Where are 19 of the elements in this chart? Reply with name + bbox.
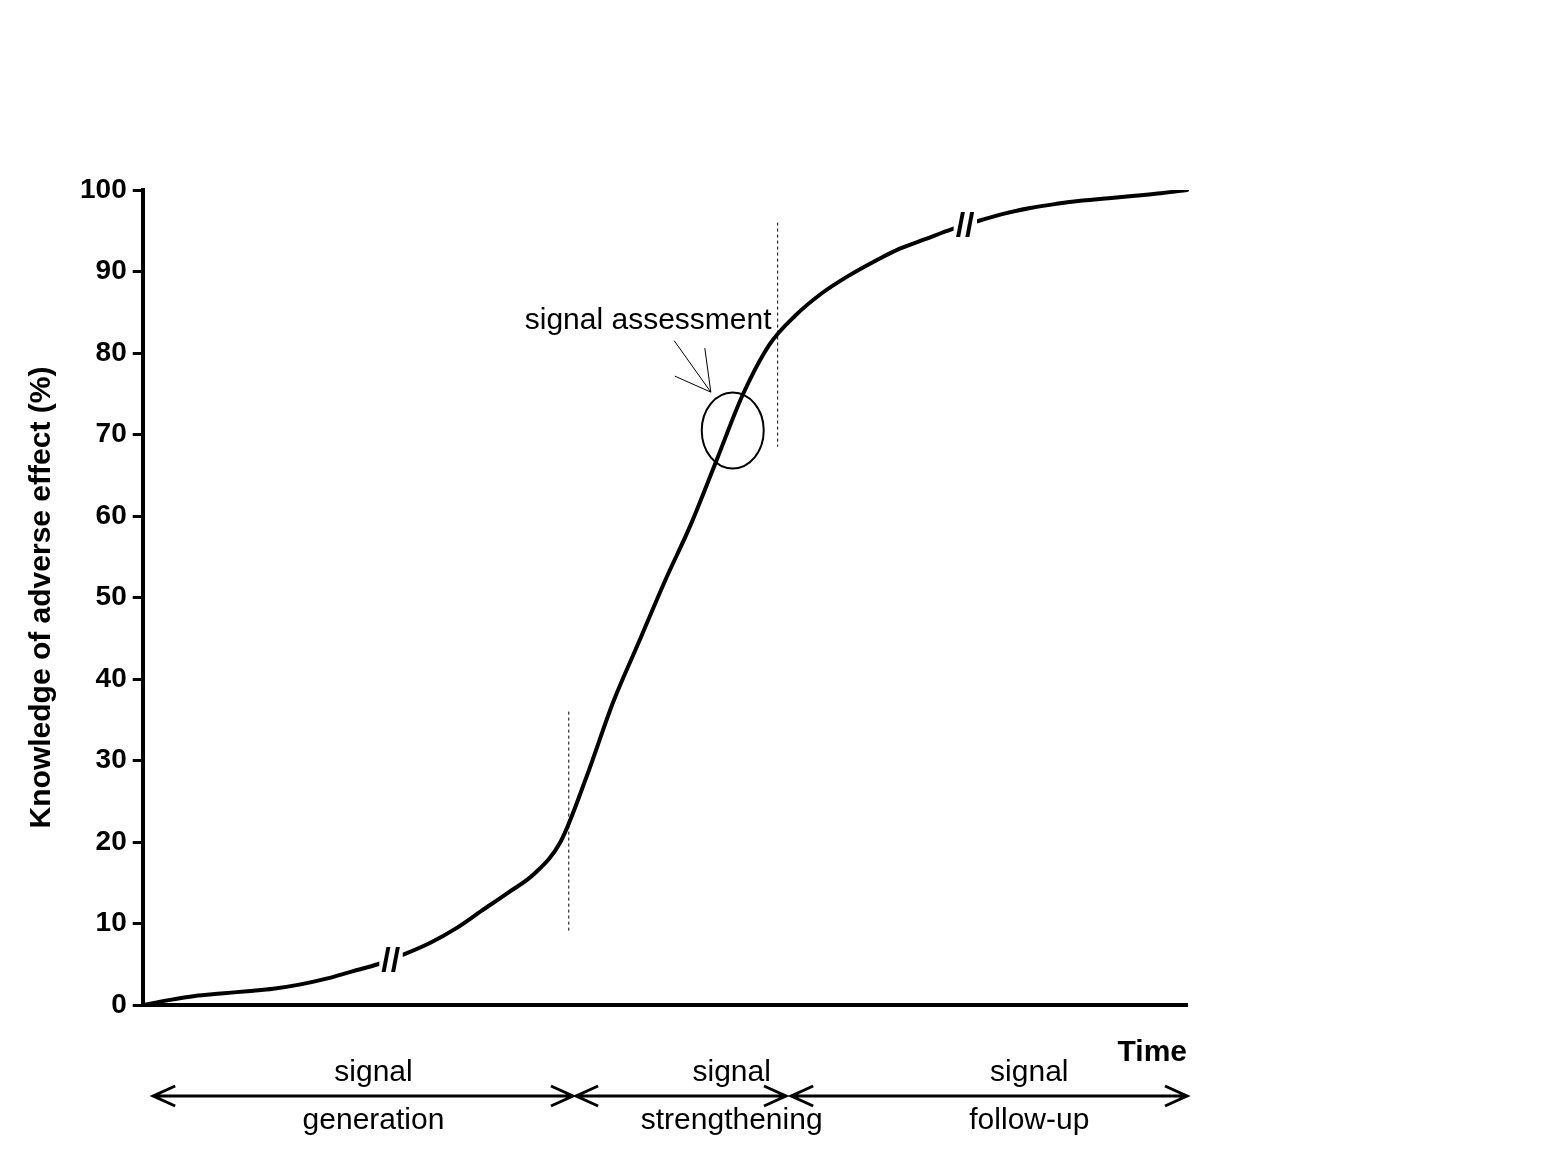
y-tick-label: 40: [95, 661, 127, 693]
annotation: //: [381, 939, 401, 978]
text: signal generation: [302, 1054, 445, 1135]
y-tick-label: 70: [95, 417, 127, 449]
y-tick-label: 30: [95, 743, 127, 775]
y-axis-title: Knowledge of adverse effect (%): [23, 366, 57, 829]
y-tick-label: 50: [95, 580, 127, 612]
y-tick-label: 0: [111, 987, 127, 1019]
text: signal strengthening: [640, 1054, 823, 1135]
annotation: //: [955, 205, 976, 244]
y-tick-label: 20: [95, 824, 127, 856]
y-tick-label: 100: [80, 172, 127, 204]
y-tick-label: 80: [95, 335, 127, 367]
text: signal follow-up: [969, 1054, 1090, 1135]
annotation: signal assessment: [524, 301, 773, 335]
y-tick-label: 90: [95, 254, 127, 286]
y-tick-label: 10: [95, 906, 127, 938]
y-tick-label: 60: [95, 498, 127, 530]
x-axis-title: Time: [1117, 1034, 1187, 1068]
